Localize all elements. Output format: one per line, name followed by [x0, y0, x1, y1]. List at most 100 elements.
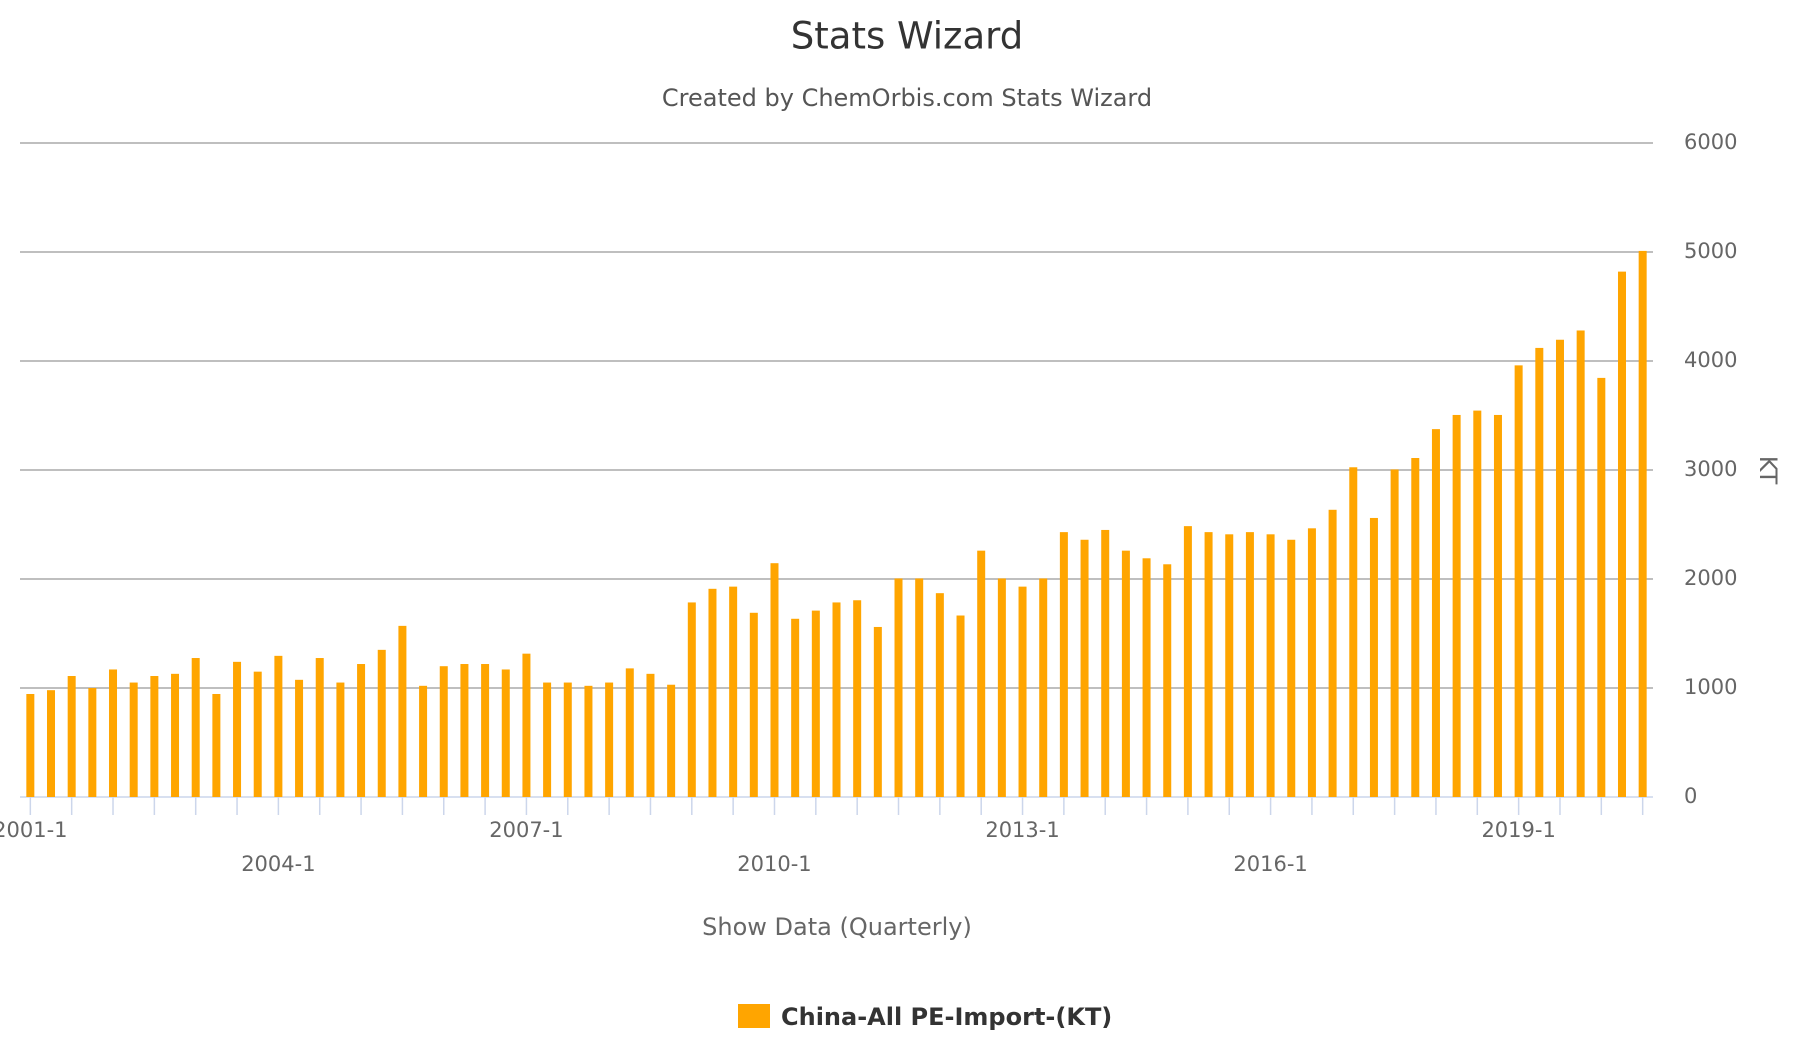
bar	[935, 593, 944, 797]
bar	[1638, 250, 1647, 797]
bar	[1204, 532, 1213, 797]
bar	[646, 673, 655, 797]
bar	[811, 610, 820, 797]
bar	[1535, 347, 1544, 797]
bar	[501, 669, 510, 797]
bar	[1163, 564, 1172, 797]
bar	[832, 602, 841, 797]
bar	[894, 578, 903, 797]
bar	[543, 682, 552, 797]
y-tick-label: 3000	[1684, 457, 1737, 481]
bar	[1493, 414, 1502, 797]
bar	[605, 682, 614, 797]
bar	[729, 586, 738, 797]
bar	[563, 682, 572, 797]
x-tick-label: 2019-1	[1481, 818, 1555, 842]
bar	[377, 649, 386, 797]
bar	[770, 563, 779, 797]
bar	[1142, 558, 1151, 797]
bar	[336, 682, 345, 797]
bar	[1349, 467, 1358, 797]
bar	[109, 669, 118, 797]
y-tick-label: 0	[1684, 784, 1697, 808]
y-tick-label: 1000	[1684, 675, 1737, 699]
bar	[749, 612, 758, 797]
bar	[708, 588, 717, 797]
bar	[687, 602, 696, 797]
bar	[1597, 377, 1606, 797]
x-tick-label: 2001-1	[0, 818, 68, 842]
bar	[853, 600, 862, 797]
bar	[357, 664, 366, 797]
bar	[1617, 271, 1626, 797]
bar	[274, 655, 283, 797]
bar	[1183, 526, 1192, 797]
bar	[522, 653, 531, 797]
bar	[584, 685, 593, 797]
y-tick-label: 6000	[1684, 130, 1737, 154]
bar	[460, 664, 469, 797]
x-axis-title: Show Data (Quarterly)	[702, 913, 972, 941]
bar	[1473, 410, 1482, 797]
bar	[1121, 550, 1130, 797]
bar	[129, 682, 138, 797]
bar	[233, 661, 242, 797]
bar	[295, 679, 304, 797]
bar	[419, 685, 428, 797]
chart-title: Stats Wizard	[791, 15, 1023, 58]
bar	[253, 671, 262, 797]
bar	[1369, 517, 1378, 797]
x-tick-label: 2007-1	[489, 818, 563, 842]
bar	[67, 676, 76, 797]
bar	[997, 578, 1006, 797]
legend-swatch	[738, 1004, 770, 1028]
bar	[88, 688, 97, 797]
bar	[439, 666, 448, 797]
bar	[1245, 532, 1254, 797]
bar	[1390, 469, 1399, 797]
y-axis-title: KT	[1754, 456, 1782, 485]
bar	[171, 673, 180, 797]
bar	[150, 676, 159, 797]
bar	[47, 690, 56, 797]
bar	[1059, 532, 1068, 797]
bar	[1225, 534, 1234, 797]
bar	[1101, 529, 1110, 797]
bar	[481, 664, 490, 797]
chart-subtitle: Created by ChemOrbis.com Stats Wizard	[662, 84, 1152, 112]
bar	[398, 625, 407, 797]
bar	[625, 668, 634, 797]
bar	[1039, 578, 1048, 797]
bar	[915, 578, 924, 797]
bar	[667, 684, 676, 797]
x-tick-label: 2016-1	[1233, 852, 1307, 876]
bar	[1411, 458, 1420, 797]
bar	[1018, 586, 1027, 797]
bar	[1328, 509, 1337, 797]
bar	[1514, 365, 1523, 797]
bar	[1452, 414, 1461, 797]
bar	[1307, 528, 1316, 797]
bar	[791, 618, 800, 797]
bar	[956, 615, 965, 797]
legend-label: China-All PE-Import-(KT)	[781, 1003, 1112, 1031]
bar	[1266, 534, 1275, 797]
bar	[212, 693, 221, 797]
bar	[1080, 539, 1089, 797]
x-tick-label: 2004-1	[241, 852, 315, 876]
y-tick-label: 5000	[1684, 239, 1737, 263]
bar	[977, 550, 986, 797]
y-tick-label: 4000	[1684, 348, 1737, 372]
bar	[873, 626, 882, 797]
x-tick-label: 2010-1	[737, 852, 811, 876]
bar	[26, 693, 35, 797]
y-tick-label: 2000	[1684, 566, 1737, 590]
bar	[191, 658, 200, 797]
bar	[1576, 330, 1585, 797]
bar	[315, 658, 324, 797]
bar	[1287, 539, 1296, 797]
bar	[1431, 429, 1440, 797]
bar	[1555, 339, 1564, 797]
x-tick-label: 2013-1	[985, 818, 1059, 842]
